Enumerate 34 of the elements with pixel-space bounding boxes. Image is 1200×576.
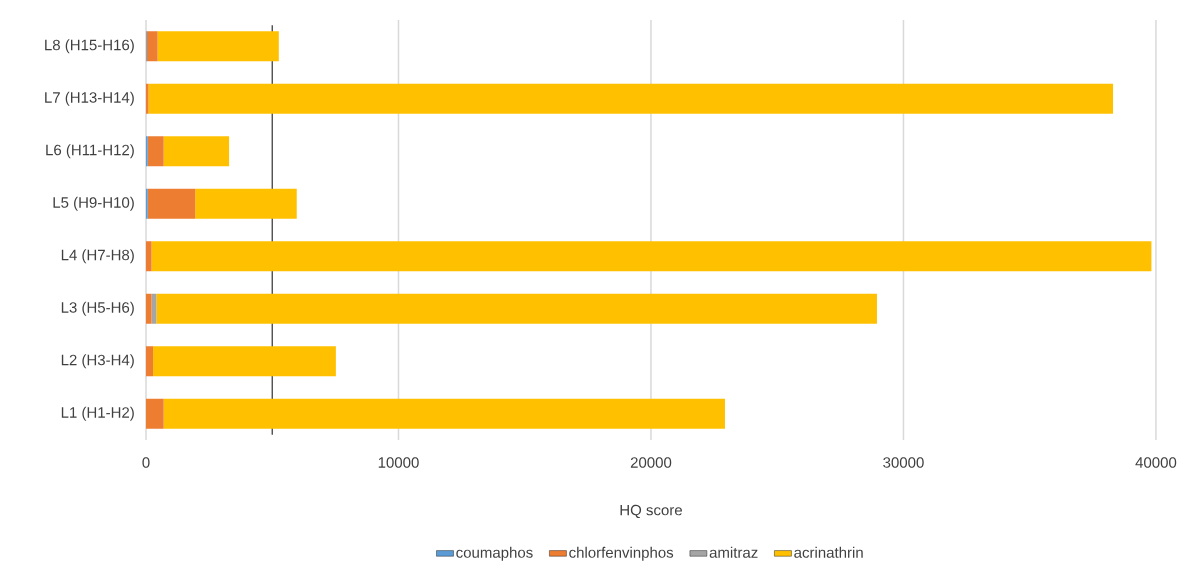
legend-label: acrinathrin: [794, 546, 863, 558]
bar: [146, 398, 164, 429]
bar: [146, 293, 152, 324]
bar: [147, 136, 164, 167]
bar: [146, 31, 158, 62]
y-tick-label: L6 (H11-H12): [46, 144, 134, 159]
legend-label: amitraz: [709, 546, 758, 558]
x-tick-label: 20000: [630, 457, 672, 468]
bar: [163, 398, 725, 429]
bar: [148, 83, 1114, 114]
bar: [163, 136, 230, 167]
y-tick-label: L2 (H3-H4): [61, 354, 134, 369]
y-tick-label: L7 (H13-H14): [45, 91, 134, 106]
y-tick-label: L8 (H15-H16): [45, 39, 134, 54]
bar: [151, 241, 1152, 272]
x-tick-label: 30000: [883, 457, 924, 468]
bar: [157, 31, 279, 62]
y-tick-label: L1 (H1-H2): [61, 406, 134, 421]
legend-label: coumaphos: [456, 546, 533, 561]
y-tick-label: L4 (H7-H8): [61, 249, 134, 264]
bar: [153, 346, 336, 377]
bar: [146, 241, 152, 272]
bar: [156, 293, 877, 324]
bar: [146, 346, 154, 377]
bar: [147, 188, 196, 219]
x-tick-label: 10000: [378, 457, 419, 468]
y-tick-label: L5 (H9-H10): [53, 196, 134, 211]
x-axis-title: HQ score: [620, 504, 682, 519]
y-tick-label: L3 (H5-H6): [61, 301, 134, 316]
x-tick-label: 0: [142, 457, 150, 468]
bar: [146, 83, 149, 114]
legend-label: chlorfenvinphos: [569, 546, 674, 561]
bar: [195, 188, 297, 219]
x-tick-label: 40000: [1135, 457, 1177, 468]
